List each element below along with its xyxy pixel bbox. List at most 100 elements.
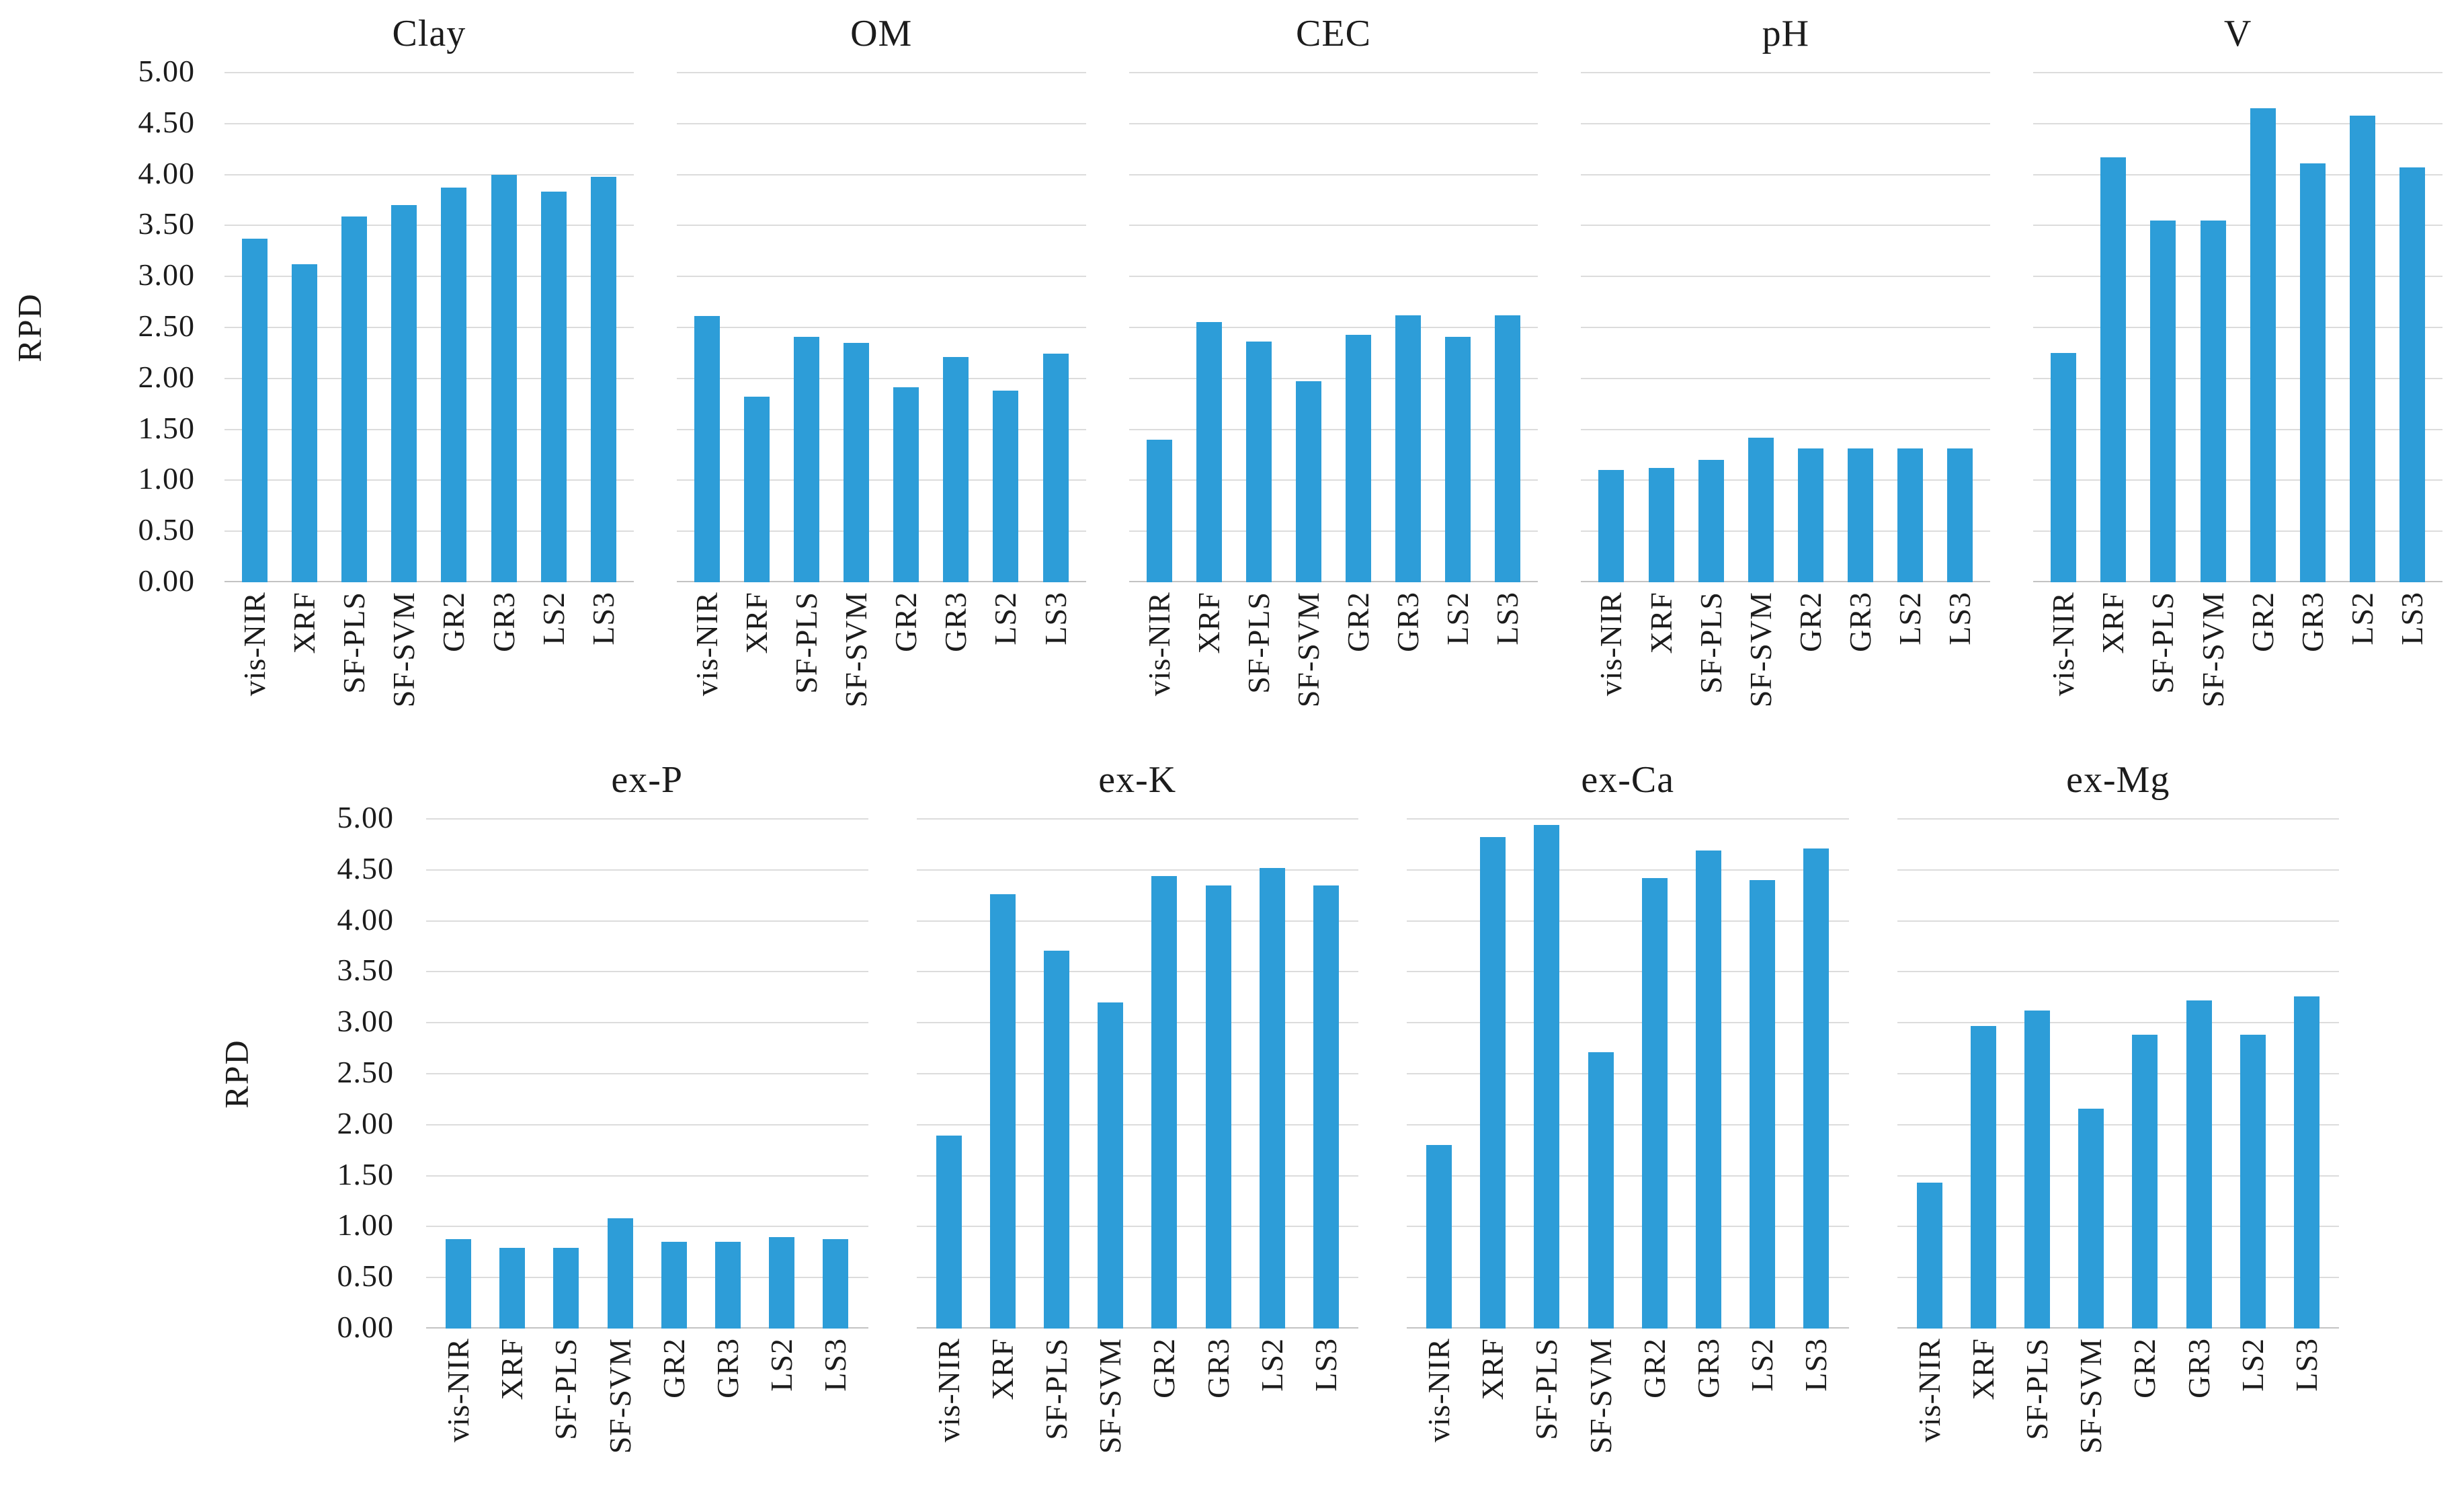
bar-ph-sf-pls xyxy=(1698,460,1724,582)
gridline xyxy=(676,276,1086,278)
bar-ex-ca-xrf xyxy=(1480,837,1506,1329)
x-axis-tick-label: SF-SVM xyxy=(1290,592,1325,708)
x-axis-tick-label: LS2 xyxy=(536,592,571,645)
x-axis-tick-label: GR2 xyxy=(436,592,471,652)
x-axis-baseline xyxy=(1128,581,1538,582)
gridline xyxy=(1897,818,2339,820)
x-axis-labels: vis-NIR XRF SF-PLS SF-SVM GR2 GR3 LS2 LS3 xyxy=(922,1338,1354,1480)
x-axis-label-slot: LS3 xyxy=(579,592,628,734)
gridline xyxy=(1581,377,1991,379)
bar-cec-xrf xyxy=(1196,322,1222,582)
x-axis-label-slot: GR3 xyxy=(479,592,528,734)
x-axis-label-slot: XRF xyxy=(280,592,329,734)
x-axis-tick-label: SF-PLS xyxy=(337,592,372,694)
bar-slot xyxy=(1735,819,1789,1329)
x-axis-tick-label: GR2 xyxy=(1637,1338,1672,1398)
bar-ex-k-sf-svm xyxy=(1098,1002,1124,1329)
x-axis-label-slot: LS2 xyxy=(1735,1338,1789,1480)
bar-ex-p-gr3 xyxy=(715,1242,741,1329)
chart-title: ex-Mg xyxy=(2066,759,2170,801)
bar-slot xyxy=(976,819,1030,1329)
bar-slot xyxy=(1586,73,1636,582)
x-axis-label-slot: SF-PLS xyxy=(1030,1338,1083,1480)
y-axis-tick-label: 3.50 xyxy=(337,953,394,988)
x-axis-label-slot: GR2 xyxy=(1333,592,1383,734)
x-axis-tick-label: vis-NIR xyxy=(1141,592,1176,697)
bar-slot xyxy=(809,819,862,1329)
bar-slot xyxy=(429,73,479,582)
x-axis-label-slot: vis-NIR xyxy=(2039,592,2088,734)
gridline xyxy=(1897,1277,2339,1279)
bar-slot xyxy=(2280,819,2334,1329)
gridline xyxy=(1581,428,1991,430)
gridline xyxy=(1897,1175,2339,1177)
chart-title: ex-P xyxy=(611,759,684,801)
x-axis-label-slot: LS2 xyxy=(981,592,1030,734)
chart-panel-ex-ca: ex-Ca vis-NIR XRF SF-PLS SF-SVM GR2 GR3 LS2 LS3 xyxy=(1407,752,1849,1480)
bar-slot xyxy=(2226,819,2280,1329)
x-axis-tick-label: LS3 xyxy=(1490,592,1525,645)
bar-ex-ca-gr3 xyxy=(1696,851,1722,1329)
gridline xyxy=(2033,530,2442,532)
x-axis-label-slot: SF-PLS xyxy=(1234,592,1284,734)
gridline xyxy=(1407,1226,1849,1228)
x-axis-label-slot: LS3 xyxy=(2280,1338,2334,1480)
plot-area xyxy=(1897,818,2339,1329)
chart-row-top: RPD 5.00 4.50 4.00 3.50 3.00 2.50 2.00 1.50 1.00 0… xyxy=(0,5,2464,734)
y-axis-tick-label: 3.00 xyxy=(337,1004,394,1039)
bar-slot xyxy=(2118,819,2172,1329)
bar-ex-mg-sf-pls xyxy=(2024,1011,2050,1329)
bar-slot xyxy=(1574,819,1628,1329)
bar-slot xyxy=(1520,819,1573,1329)
x-axis-tick-label: SF-PLS xyxy=(1038,1338,1073,1440)
gridline xyxy=(1897,1226,2339,1228)
bar-slot xyxy=(1957,819,2010,1329)
bar-slot xyxy=(329,73,379,582)
x-axis-label-slot: vis-NIR xyxy=(1586,592,1636,734)
bars-group xyxy=(2039,73,2437,582)
bar-v-gr3 xyxy=(2299,163,2326,582)
bar-slot xyxy=(732,73,782,582)
x-axis-label-slot: LS3 xyxy=(2387,592,2437,734)
plot-area xyxy=(2033,72,2442,582)
x-axis-label-slot: SF-SVM xyxy=(831,592,881,734)
bar-ex-p-gr2 xyxy=(661,1242,687,1329)
gridline xyxy=(676,72,1086,73)
x-axis-label-slot: XRF xyxy=(976,1338,1030,1480)
bar-om-sf-svm xyxy=(844,342,870,582)
bar-v-sf-pls xyxy=(2150,220,2176,582)
x-axis-label-slot: GR2 xyxy=(1137,1338,1191,1480)
x-axis-tick-label: SF-PLS xyxy=(1693,592,1728,694)
chart-title: V xyxy=(2223,13,2252,54)
bars-group xyxy=(1903,819,2334,1329)
bar-slot xyxy=(1191,819,1245,1329)
bar-cec-ls3 xyxy=(1495,315,1521,582)
x-axis-tick-label: LS2 xyxy=(1254,1338,1289,1392)
bar-ex-k-ls2 xyxy=(1259,867,1285,1329)
bar-ex-p-ls2 xyxy=(769,1236,795,1329)
y-axis-tick-label: 5.00 xyxy=(138,53,195,88)
x-axis-label-slot: LS3 xyxy=(1299,1338,1353,1480)
bar-ex-mg-gr3 xyxy=(2186,1000,2212,1329)
gridline xyxy=(916,971,1358,973)
gridline xyxy=(1407,971,1849,973)
gridline xyxy=(1581,72,1991,73)
x-axis-tick-label: LS3 xyxy=(1038,592,1073,645)
bar-ex-k-gr3 xyxy=(1205,885,1231,1329)
plot-area xyxy=(426,818,868,1329)
bar-ex-ca-vis-nir xyxy=(1426,1145,1452,1329)
x-axis-label-slot: GR3 xyxy=(2172,1338,2225,1480)
x-axis-tick-label: GR2 xyxy=(656,1338,691,1398)
bar-om-gr3 xyxy=(943,356,969,582)
bar-slot xyxy=(682,73,732,582)
bar-v-sf-svm xyxy=(2200,220,2226,582)
chart-panel-clay: Clay vis-NIR XRF SF-PLS SF-SVM GR2 GR3 LS2 LS3 xyxy=(224,5,634,734)
bar-slot xyxy=(2039,73,2088,582)
x-axis-baseline xyxy=(1407,1327,1849,1329)
x-axis-label-slot: vis-NIR xyxy=(432,1338,485,1480)
chart-panel-ph: pH vis-NIR XRF SF-PLS SF-SVM GR2 GR3 LS2 LS3 xyxy=(1581,5,1991,734)
bar-cec-vis-nir xyxy=(1146,439,1172,582)
x-axis-tick-label: vis-NIR xyxy=(441,1338,476,1443)
x-axis-label-slot: vis-NIR xyxy=(1412,1338,1466,1480)
gridline xyxy=(676,225,1086,227)
